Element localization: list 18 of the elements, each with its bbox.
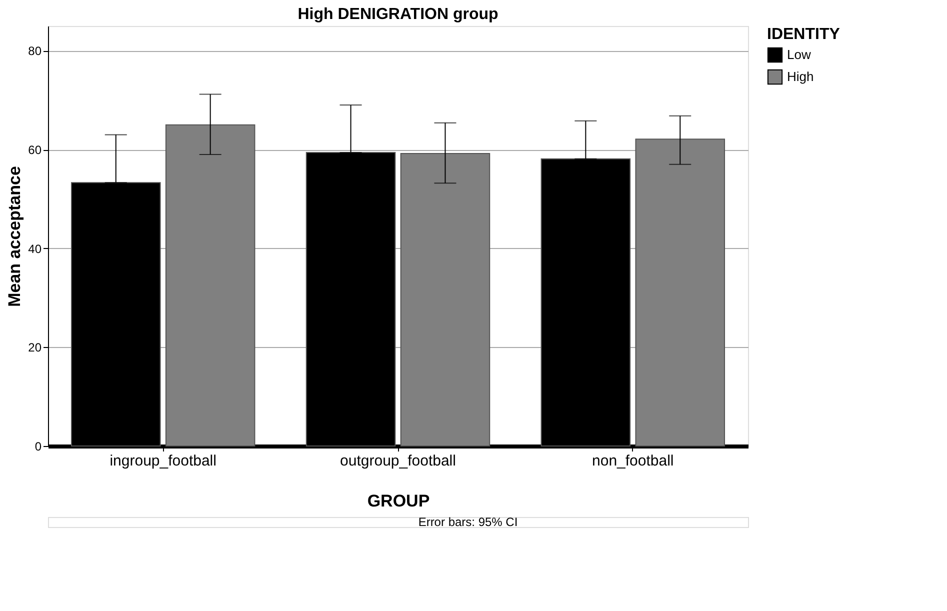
y-tick-label: 80 bbox=[28, 44, 42, 58]
x-tick-label: outgroup_football bbox=[340, 452, 456, 470]
legend-title: IDENTITY bbox=[767, 26, 840, 43]
legend-label: Low bbox=[787, 47, 812, 62]
x-tick-label: ingroup_football bbox=[110, 452, 216, 470]
bar bbox=[165, 124, 256, 446]
y-axis-title: Mean acceptance bbox=[5, 166, 24, 307]
y-tick-label: 20 bbox=[28, 340, 42, 355]
legend-label: High bbox=[787, 69, 814, 84]
bar bbox=[635, 138, 726, 446]
x-axis-title: GROUP bbox=[367, 492, 430, 510]
x-tick-label: non_football bbox=[592, 452, 674, 470]
bar bbox=[400, 152, 490, 446]
y-tick-label: 60 bbox=[28, 143, 42, 158]
text: Error bars: 95% CI bbox=[418, 515, 518, 529]
y-tick-label: 0 bbox=[34, 440, 42, 454]
chart-title: High DENIGRATION group bbox=[298, 6, 499, 23]
y-tick-label: 40 bbox=[28, 242, 42, 256]
